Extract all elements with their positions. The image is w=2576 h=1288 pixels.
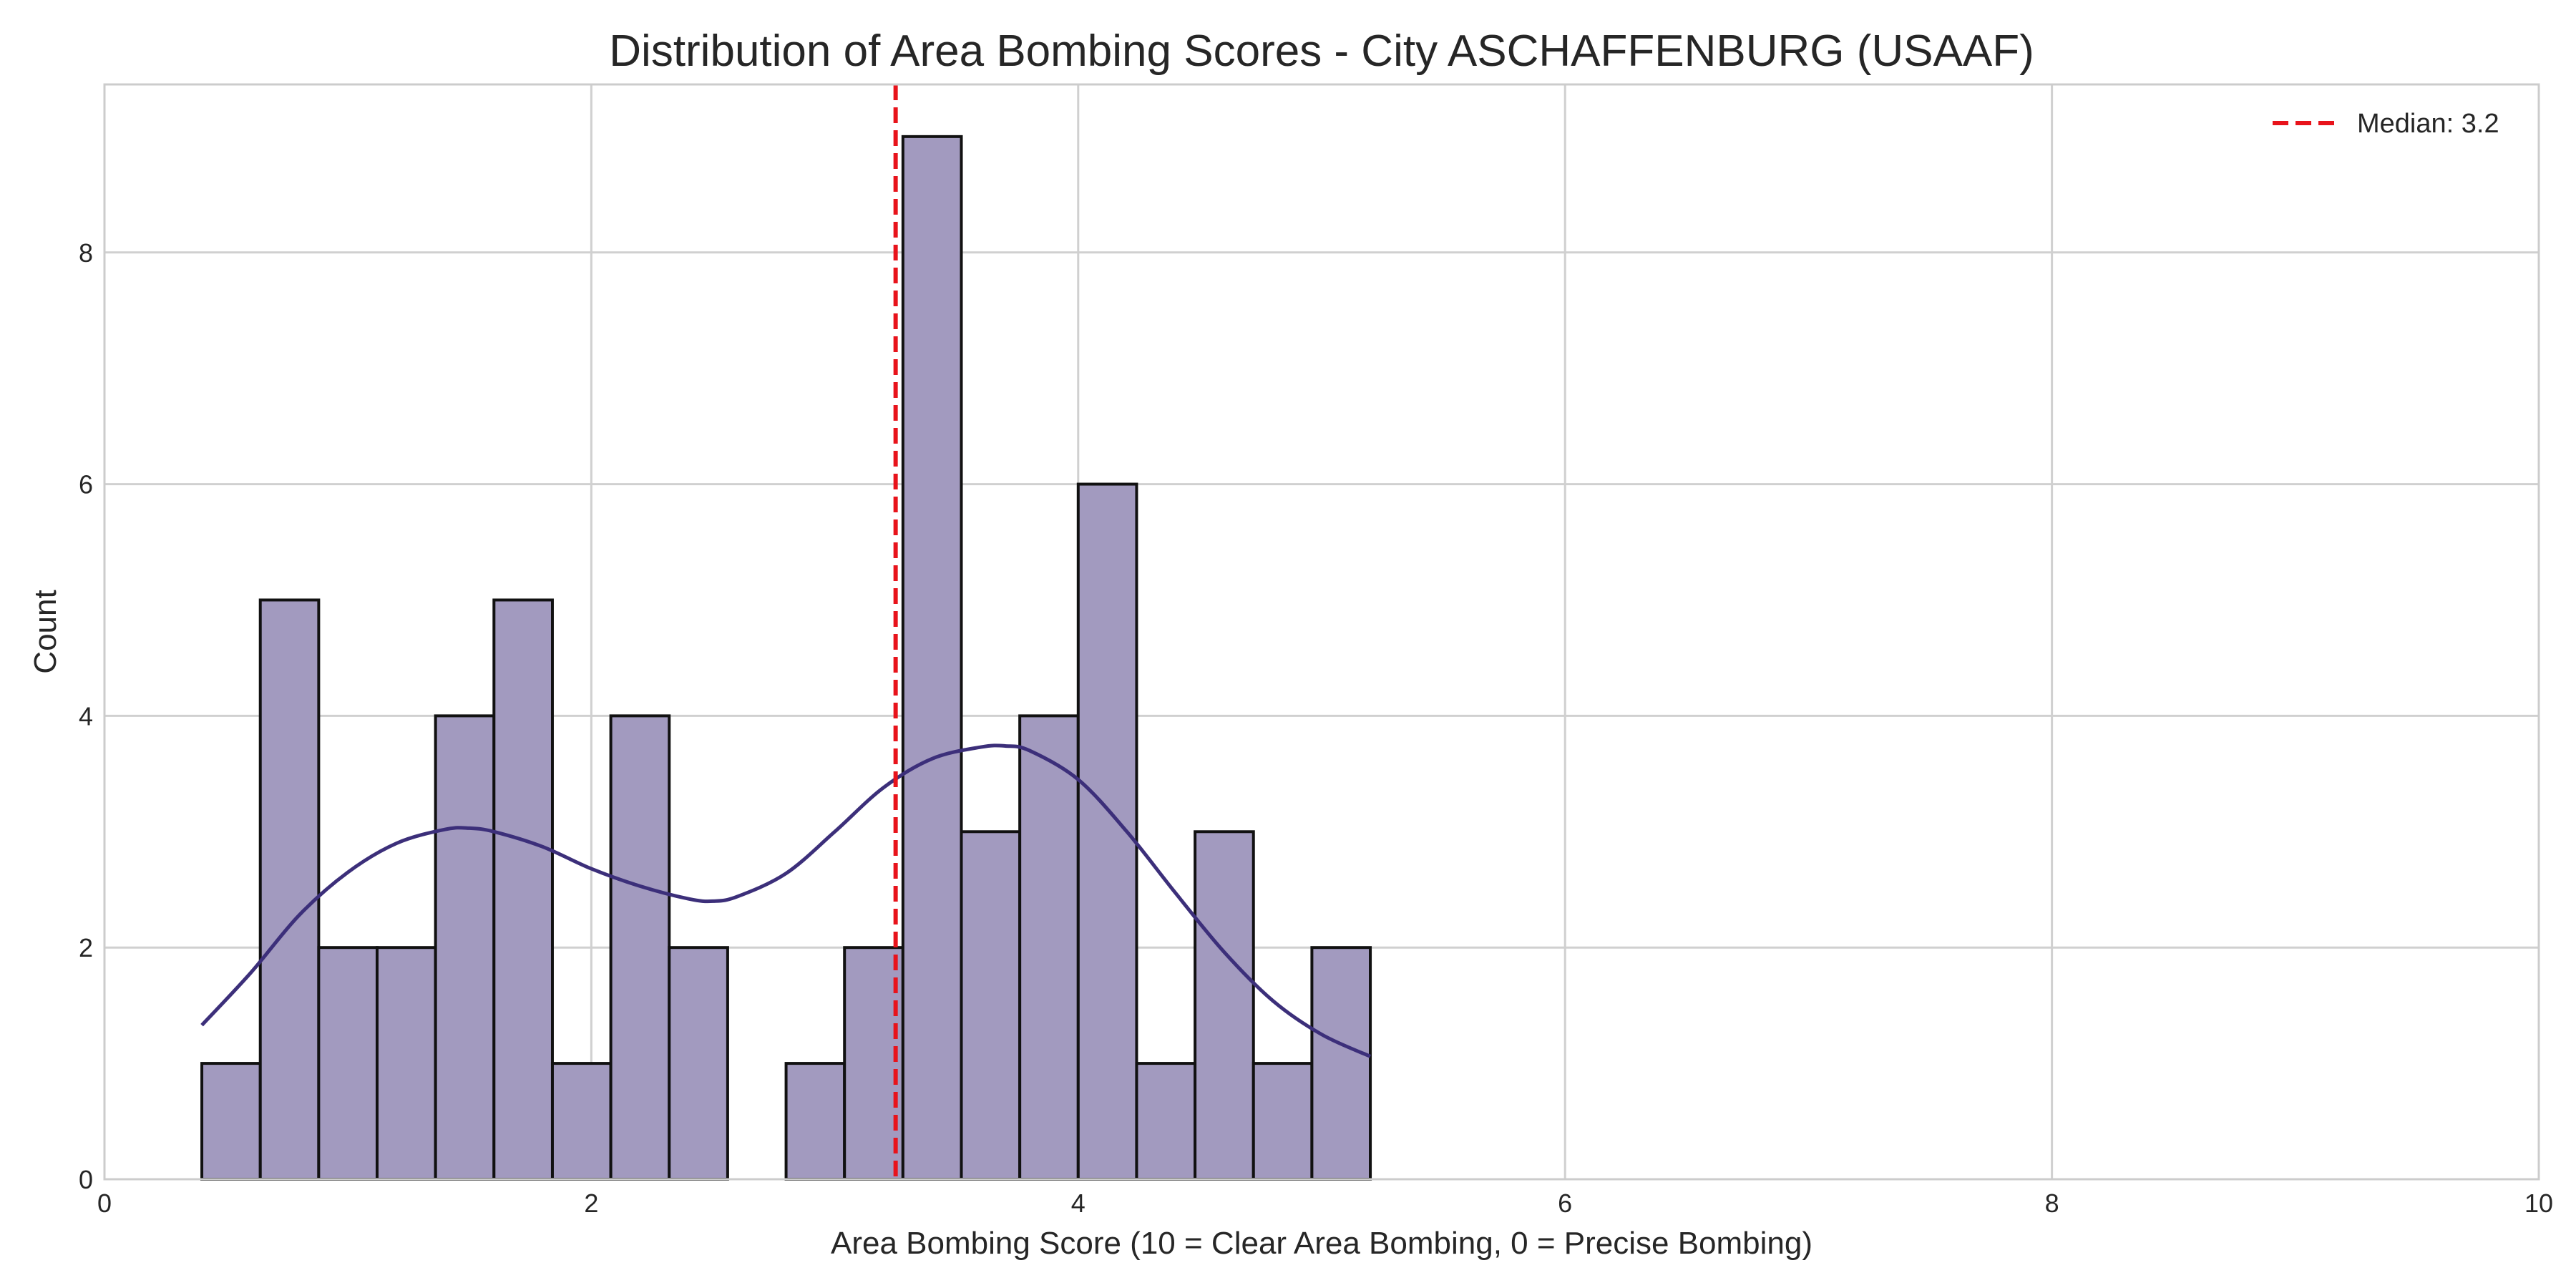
histogram-bar [200,1062,262,1181]
histogram-bars [200,135,1372,1181]
y-axis-label: Count [28,590,63,673]
plot-frame [103,83,2540,1181]
histogram-bar [1135,1062,1197,1181]
histogram-bar [317,946,379,1181]
histogram-bar [784,1062,847,1181]
x-tick-label: 0 [97,1189,112,1218]
x-tick-label: 10 [2524,1189,2553,1218]
histogram-bar [492,598,554,1181]
x-axis-label: Area Bombing Score (10 = Clear Area Bomb… [831,1226,1813,1261]
y-tick-label: 4 [79,701,93,731]
histogram-bar [1194,830,1255,1181]
histogram-bar [376,946,437,1181]
y-tick-label: 0 [79,1165,93,1194]
y-tick-labels: 0 2 4 6 8 [79,238,93,1194]
plot-border [103,83,2540,1181]
y-tick-label: 8 [79,238,93,268]
histogram-bar [258,598,321,1181]
y-tick-label: 2 [79,933,93,962]
histogram-bar [1252,1062,1314,1181]
x-tick-labels: 0 2 4 6 8 10 [97,1189,2553,1218]
histogram-bar [1018,714,1080,1181]
x-tick-label: 8 [2045,1189,2059,1218]
legend: Median: 3.2 [2273,109,2499,139]
histogram-bar [434,714,496,1181]
kde-curve-group [200,743,1372,1058]
histogram-bar [1310,946,1372,1181]
histogram-bar [668,946,729,1181]
histogram-bar [843,946,904,1181]
kde-curve [200,743,1372,1058]
x-tick-label: 2 [584,1189,598,1218]
histogram-bar [609,714,671,1181]
histogram-bar [960,830,1022,1181]
x-tick-label: 6 [1558,1189,1572,1218]
legend-median-label: Median: 3.2 [2357,109,2499,139]
y-tick-label: 6 [79,470,93,499]
chart-title: Distribution of Area Bombing Scores - Ci… [609,26,2034,76]
histogram-bar [550,1062,613,1181]
histogram-bar [901,135,963,1181]
x-tick-label: 4 [1071,1189,1085,1218]
